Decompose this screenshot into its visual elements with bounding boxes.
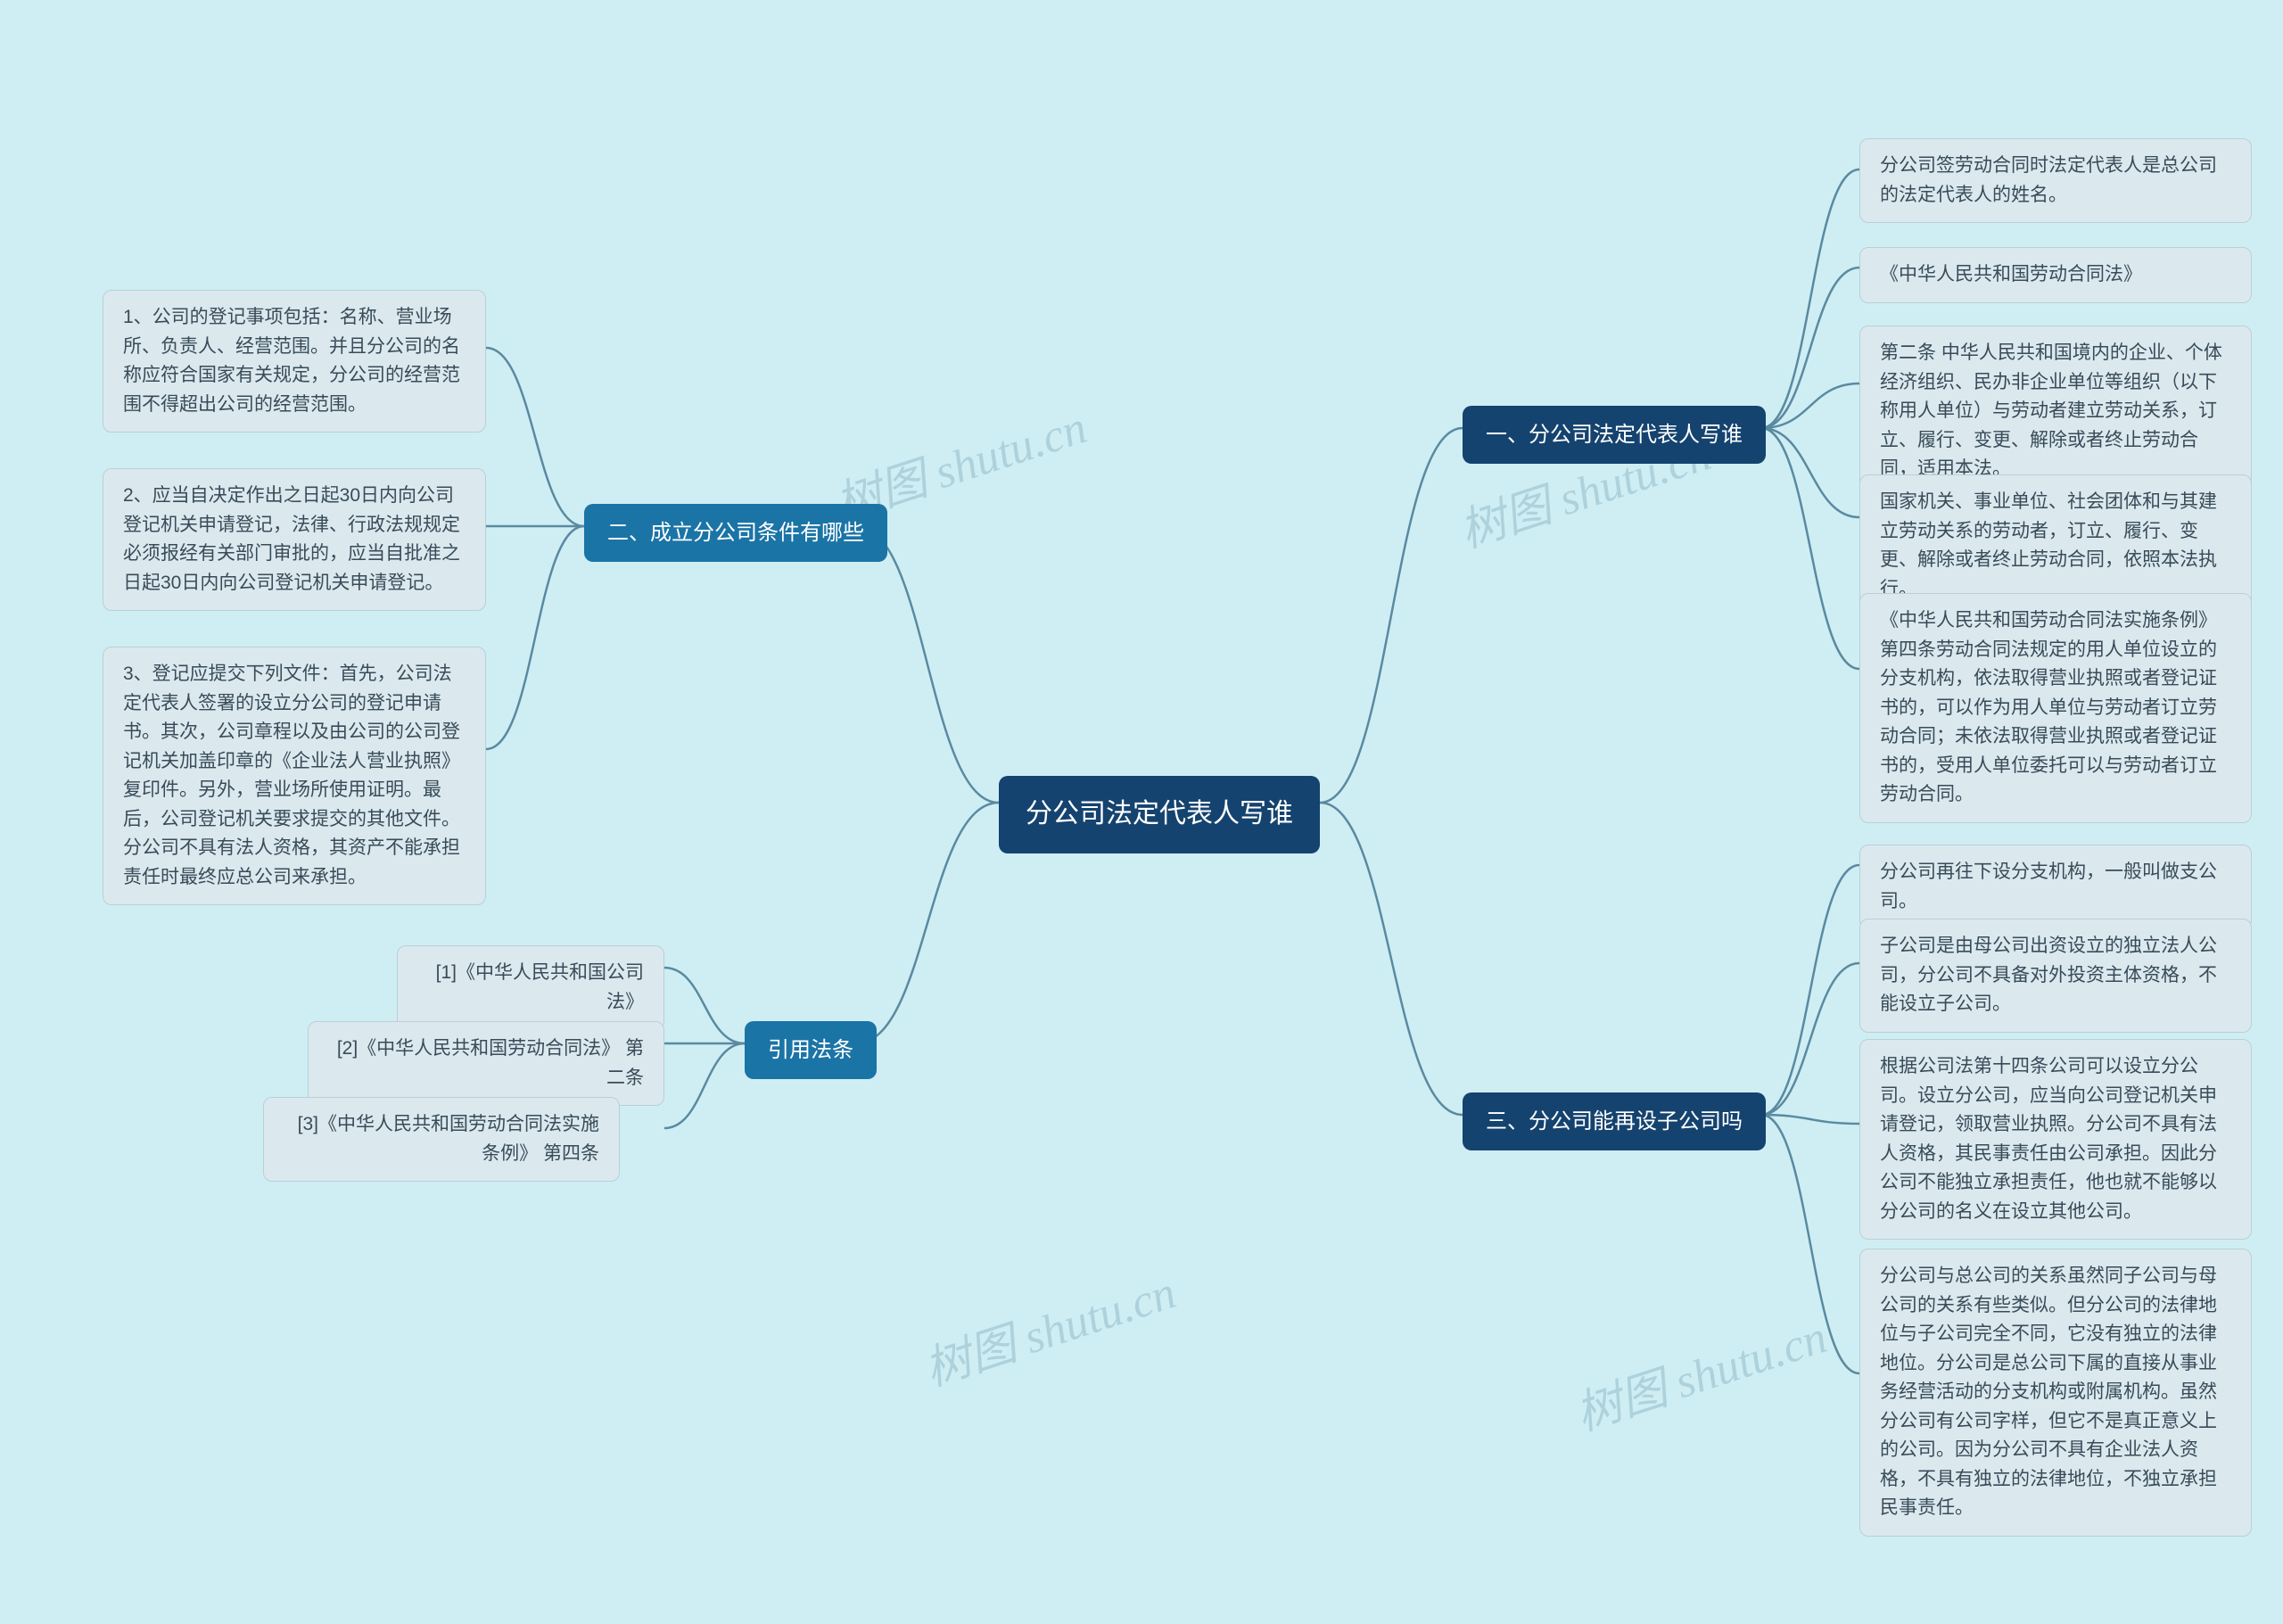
branch-4[interactable]: 引用法条 xyxy=(745,1021,877,1079)
watermark: 树图 shutu.cn xyxy=(1566,1299,1834,1443)
branch-1[interactable]: 一、分公司法定代表人写谁 xyxy=(1463,406,1766,464)
leaf-r1e: 《中华人民共和国劳动合同法实施条例》第四条劳动合同法规定的用人单位设立的分支机构… xyxy=(1859,593,2252,823)
leaf-l2c: 3、登记应提交下列文件：首先，公司法定代表人签署的设立分公司的登记申请书。其次，… xyxy=(103,647,486,905)
leaf-r1a: 分公司签劳动合同时法定代表人是总公司的法定代表人的姓名。 xyxy=(1859,138,2252,223)
watermark: 树图 shutu.cn xyxy=(915,1255,1183,1398)
leaf-l4b: [2]《中华人民共和国劳动合同法》 第二条 xyxy=(308,1021,664,1106)
leaf-r3a: 分公司再往下设分支机构，一般叫做支公司。 xyxy=(1859,845,2252,929)
leaf-l2a: 1、公司的登记事项包括：名称、营业场所、负责人、经营范围。并且分公司的名称应符合… xyxy=(103,290,486,433)
branch-3[interactable]: 三、分公司能再设子公司吗 xyxy=(1463,1092,1766,1150)
leaf-l2b: 2、应当自决定作出之日起30日内向公司登记机关申请登记，法律、行政法规规定必须报… xyxy=(103,468,486,611)
leaf-l4a: [1]《中华人民共和国公司法》 xyxy=(397,945,664,1030)
leaf-r3b: 子公司是由母公司出资设立的独立法人公司，分公司不具备对外投资主体资格，不能设立子… xyxy=(1859,919,2252,1033)
root-node[interactable]: 分公司法定代表人写谁 xyxy=(999,776,1320,853)
branch-2[interactable]: 二、成立分公司条件有哪些 xyxy=(584,504,887,562)
leaf-l4c: [3]《中华人民共和国劳动合同法实施条例》 第四条 xyxy=(263,1097,620,1182)
leaf-r3c: 根据公司法第十四条公司可以设立分公司。设立分公司，应当向公司登记机关申请登记，领… xyxy=(1859,1039,2252,1240)
leaf-r1c: 第二条 中华人民共和国境内的企业、个体经济组织、民办非企业单位等组织（以下称用人… xyxy=(1859,326,2252,498)
leaf-r1b: 《中华人民共和国劳动合同法》 xyxy=(1859,247,2252,303)
leaf-r3d: 分公司与总公司的关系虽然同子公司与母公司的关系有些类似。但分公司的法律地位与子公… xyxy=(1859,1249,2252,1537)
